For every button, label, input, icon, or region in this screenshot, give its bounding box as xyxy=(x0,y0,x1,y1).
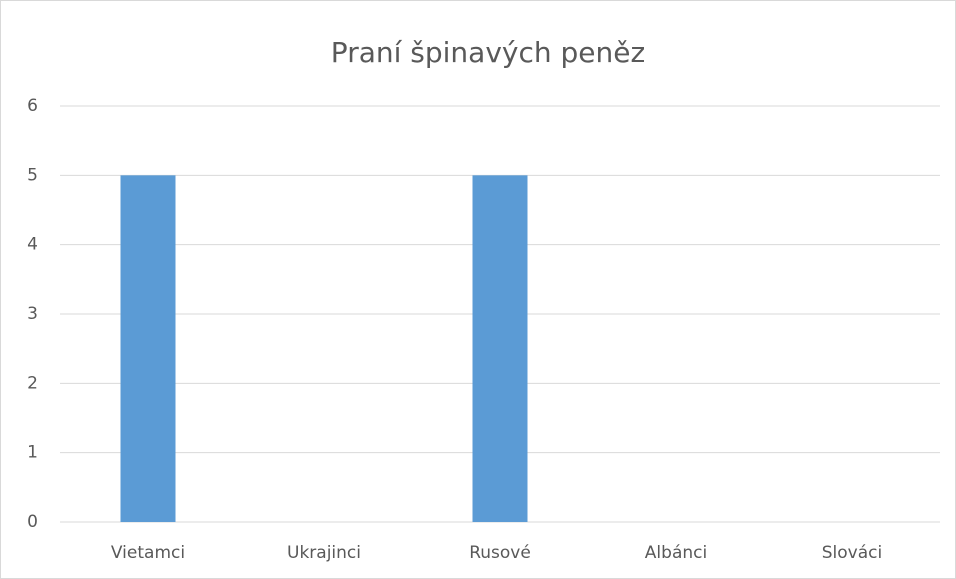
x-tick-label: Slováci xyxy=(822,543,882,563)
y-tick-label: 2 xyxy=(27,373,38,393)
y-tick-label: 6 xyxy=(27,96,38,116)
x-tick-label: Rusové xyxy=(469,543,531,563)
y-tick-label: 0 xyxy=(27,512,38,532)
x-tick-label: Albánci xyxy=(645,543,707,563)
bar xyxy=(120,175,176,523)
chart-title: Praní špinavých peněz xyxy=(331,36,645,69)
x-tick-label: Ukrajinci xyxy=(287,543,361,563)
bar xyxy=(472,175,528,523)
y-tick-label: 1 xyxy=(27,443,38,463)
y-tick-label: 3 xyxy=(27,304,38,324)
x-tick-label: Vietamci xyxy=(111,543,185,563)
y-tick-label: 5 xyxy=(27,165,38,185)
y-tick-label: 4 xyxy=(27,235,38,255)
